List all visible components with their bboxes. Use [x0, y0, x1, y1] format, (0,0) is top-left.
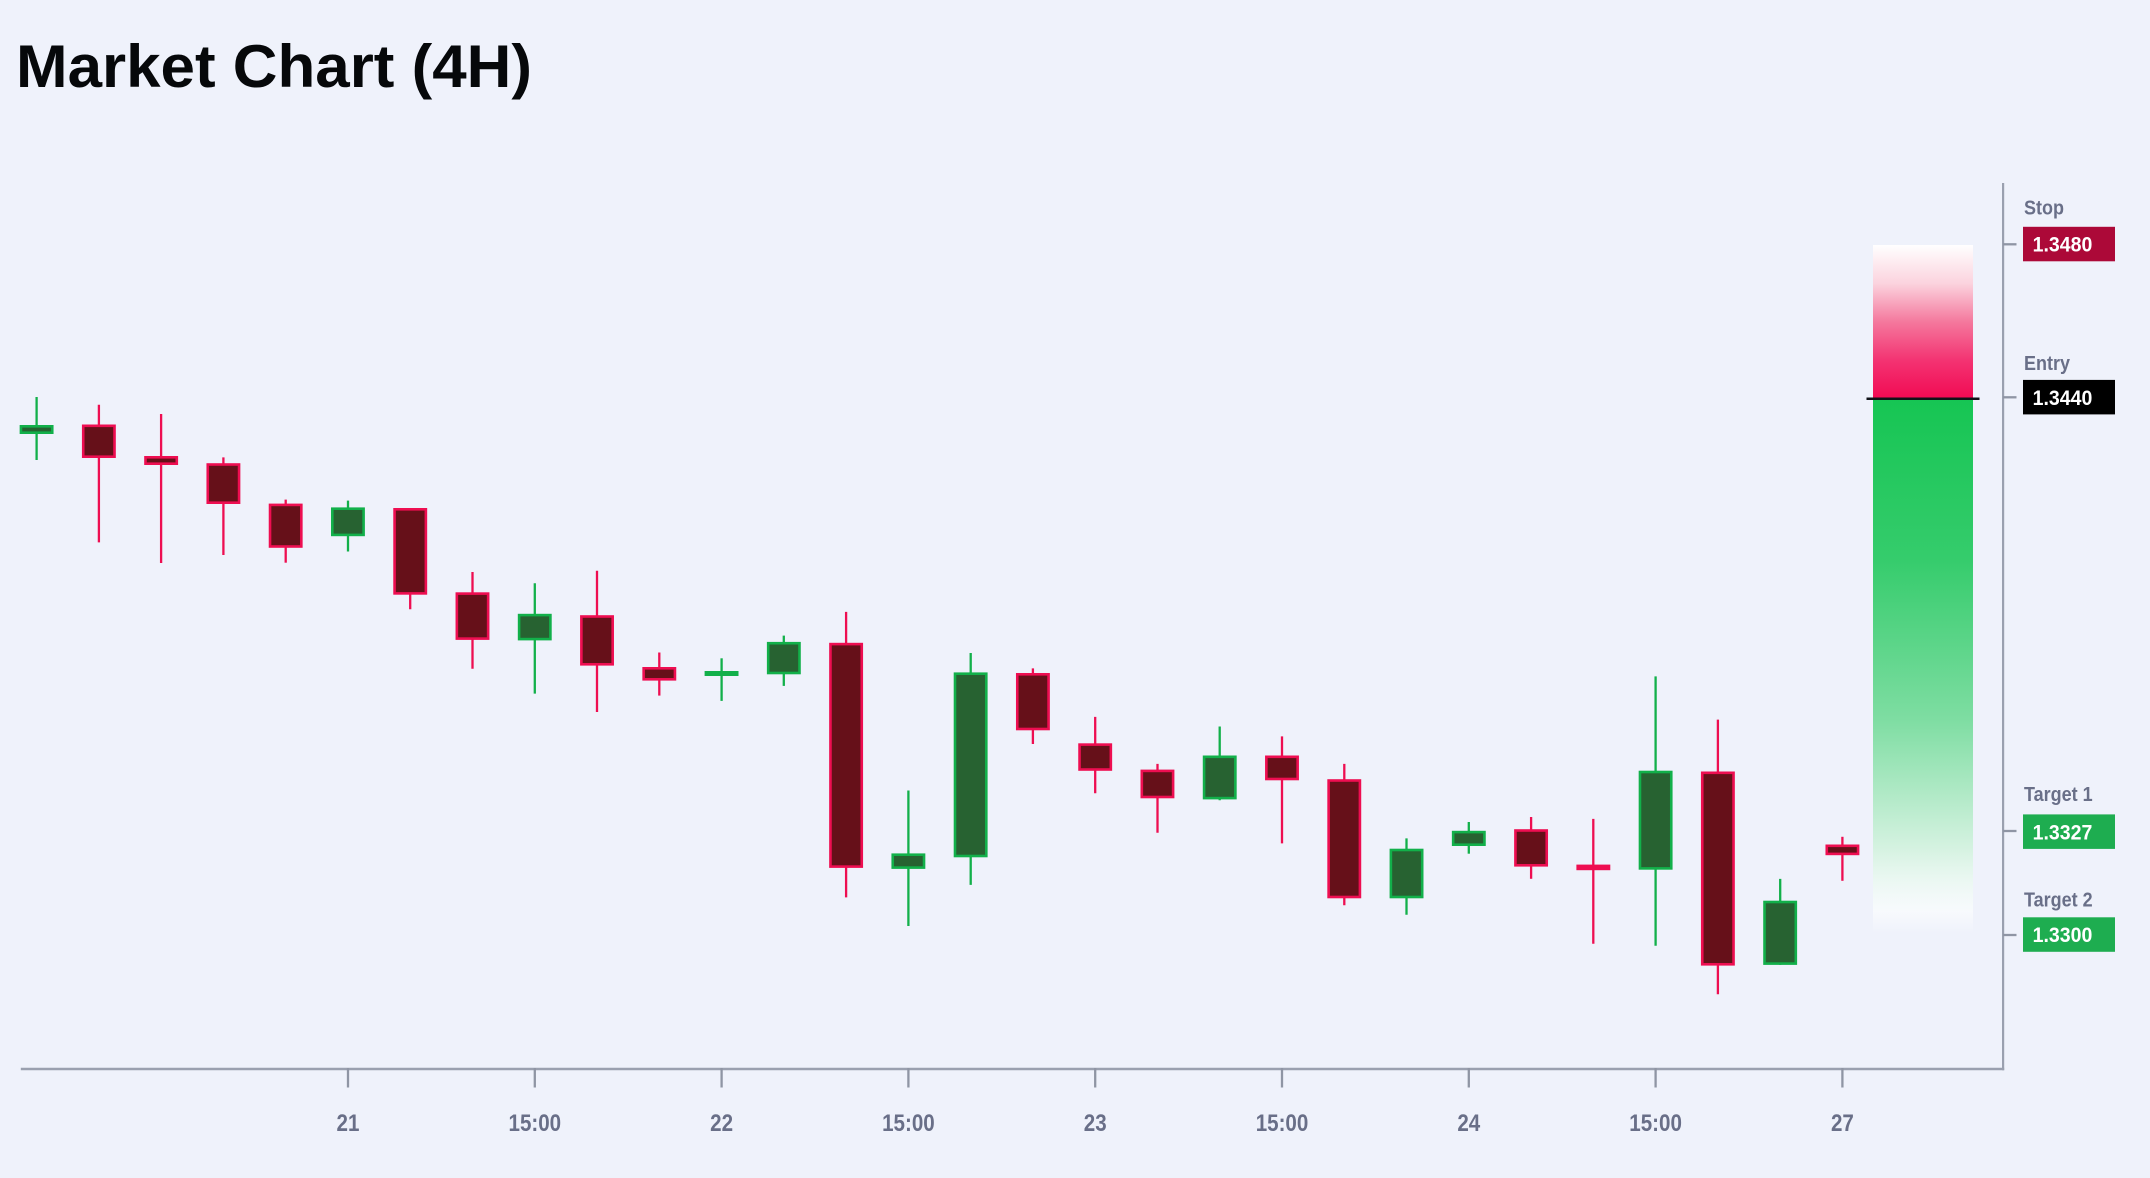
svg-text:Stop: Stop: [2024, 198, 2064, 220]
svg-text:15:00: 15:00: [1629, 1109, 1682, 1136]
svg-text:Target 1: Target 1: [2024, 784, 2093, 806]
svg-text:24: 24: [1457, 1109, 1480, 1136]
svg-text:22: 22: [710, 1109, 733, 1136]
svg-text:21: 21: [337, 1109, 360, 1136]
svg-text:15:00: 15:00: [1256, 1109, 1309, 1136]
svg-text:Entry: Entry: [2024, 353, 2070, 375]
svg-text:15:00: 15:00: [508, 1109, 561, 1136]
svg-text:1.3480: 1.3480: [2033, 234, 2093, 257]
svg-text:27: 27: [1831, 1109, 1854, 1136]
svg-text:1.3300: 1.3300: [2033, 925, 2093, 948]
svg-text:15:00: 15:00: [882, 1109, 935, 1136]
svg-text:Target 2: Target 2: [2024, 890, 2093, 912]
svg-text:Market Chart (4H): Market Chart (4H): [16, 33, 532, 100]
svg-text:1.3327: 1.3327: [2033, 822, 2093, 845]
svg-text:23: 23: [1084, 1109, 1107, 1136]
svg-text:1.3440: 1.3440: [2033, 387, 2093, 410]
